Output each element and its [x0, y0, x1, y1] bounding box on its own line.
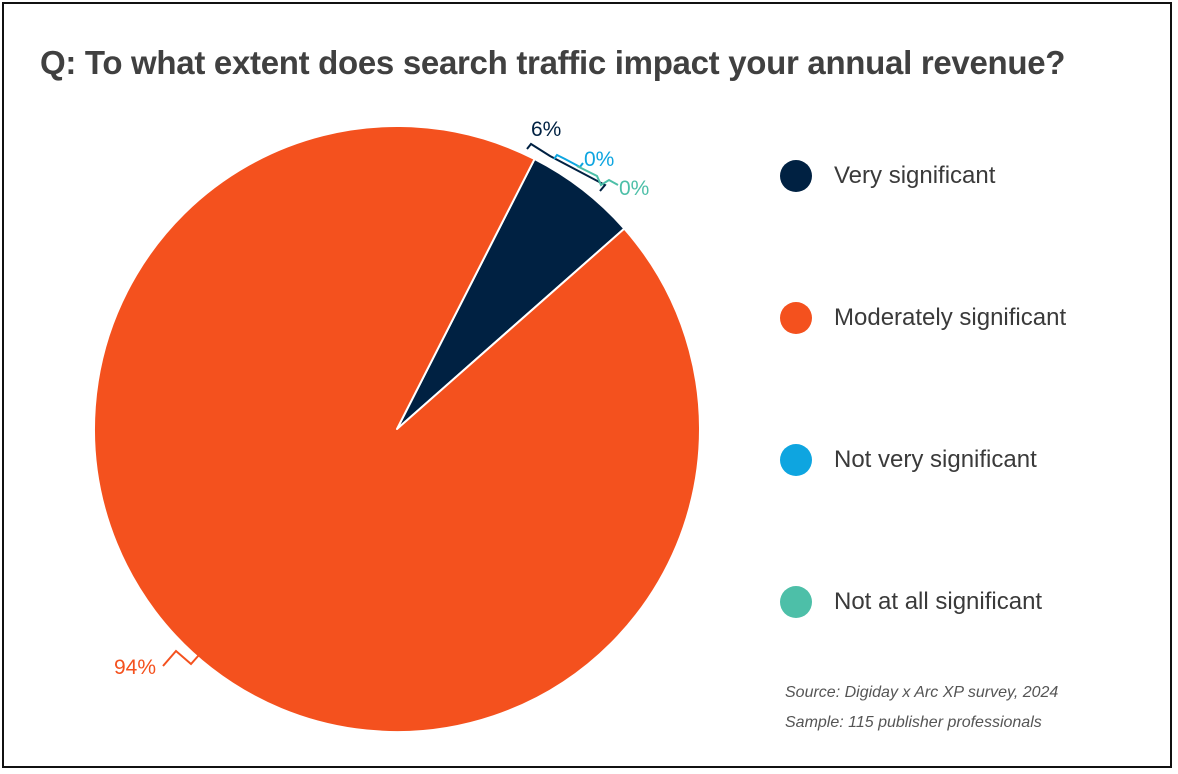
label-leader-line — [576, 165, 619, 187]
pie-chart: 6% 0%0% 94% — [93, 118, 701, 733]
chart-title: Q: To what extent does search traffic im… — [40, 44, 1066, 81]
data-label-not-very-significant: 0% — [584, 148, 614, 171]
label-leader-line — [526, 142, 607, 192]
legend-label: Not very significant — [834, 446, 1037, 473]
data-label-moderately-significant: 94% — [114, 656, 156, 679]
legend-swatch — [780, 160, 812, 192]
legend-label: Not at all significant — [834, 588, 1043, 615]
slice-moderately-significant — [93, 125, 701, 733]
legend-item-not-at-all-significant: Not at all significant — [780, 582, 1042, 622]
legend-swatch — [780, 444, 812, 476]
data-label-not-at-all-significant: 0% — [619, 177, 649, 200]
label-leader-line — [162, 649, 200, 667]
legend-item-moderately-significant: Moderately significant — [780, 298, 1066, 338]
source-note: Source: Digiday x Arc XP survey, 2024 — [785, 684, 1059, 701]
legend-swatch — [780, 302, 812, 334]
data-label-very-significant: 6% — [531, 118, 561, 141]
legend-swatch — [780, 586, 812, 618]
legend-label: Moderately significant — [834, 304, 1067, 331]
legend-item-not-very-significant: Not very significant — [780, 440, 1037, 480]
sample-note: Sample: 115 publisher professionals — [785, 714, 1042, 731]
label-leader-line — [553, 153, 584, 169]
legend-label: Very significant — [834, 162, 996, 189]
legend-item-very-significant: Very significant — [780, 156, 995, 196]
